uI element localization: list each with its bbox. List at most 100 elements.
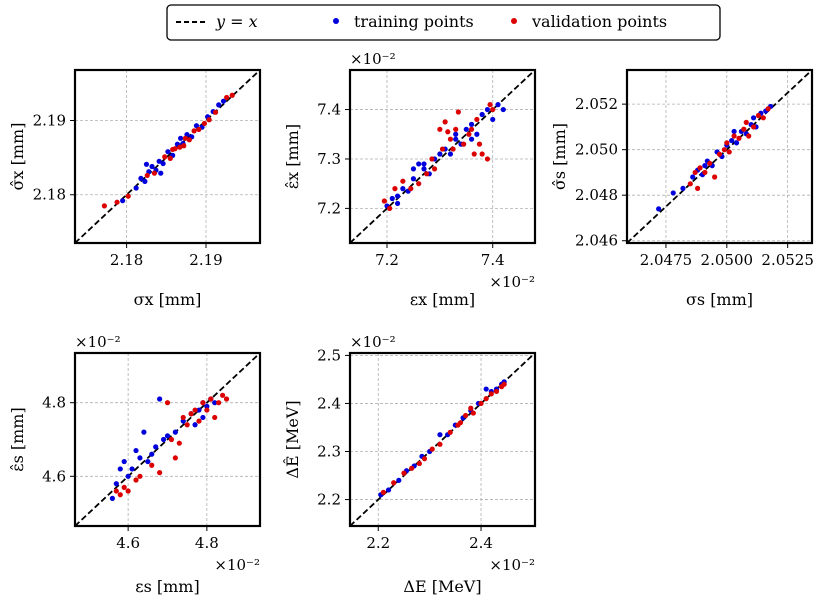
- validation-point: [191, 128, 197, 134]
- validation-point: [450, 146, 456, 152]
- training-point: [483, 386, 489, 392]
- validation-point: [455, 109, 461, 115]
- validation-point: [431, 166, 438, 172]
- validation-point: [429, 446, 435, 452]
- axes-frame: [73, 68, 262, 245]
- validation-point: [114, 199, 120, 205]
- validation-point: [484, 156, 491, 162]
- training-point: [149, 163, 155, 170]
- diagonal-line: [75, 70, 260, 243]
- training-point: [750, 115, 757, 121]
- validation-point: [176, 440, 182, 446]
- validation-point: [501, 381, 507, 387]
- axes-frame: [73, 351, 262, 528]
- plot-area: [75, 353, 260, 526]
- x-axis-label: σx [mm]: [134, 290, 202, 309]
- validation-point: [223, 396, 230, 402]
- validation-point: [741, 126, 747, 132]
- y-tick-label: 2.048: [575, 186, 618, 204]
- training-point: [160, 160, 166, 167]
- validation-point: [437, 126, 443, 132]
- validation-point: [200, 400, 206, 406]
- validation-point: [457, 420, 464, 426]
- y-tick-label: 7.4: [317, 101, 341, 119]
- validation-point: [453, 126, 459, 132]
- legend-label: training points: [354, 12, 474, 31]
- y-axis-label: ΔÊ [MeV]: [282, 400, 302, 478]
- training-point: [178, 135, 184, 141]
- training-point: [192, 422, 198, 428]
- validation-point: [416, 460, 422, 467]
- x-multiplier: ×10⁻²: [214, 556, 260, 574]
- training-point: [394, 193, 401, 199]
- validation-point: [162, 154, 168, 160]
- x-multiplier: ×10⁻²: [489, 273, 535, 291]
- training-point: [729, 137, 735, 144]
- validation-point: [149, 462, 155, 468]
- training-point: [468, 136, 475, 142]
- legend-label: validation points: [531, 12, 667, 31]
- x-tick-label: 4.8: [195, 534, 219, 552]
- validation-point: [220, 392, 226, 398]
- validation-point: [208, 396, 214, 402]
- validation-point: [188, 411, 194, 417]
- validation-point: [702, 169, 708, 176]
- validation-point: [408, 186, 414, 192]
- validation-point: [172, 455, 178, 461]
- validation-point: [424, 171, 430, 177]
- training-point: [109, 495, 115, 501]
- y-tick-label: 4.6: [42, 467, 66, 485]
- validation-point: [125, 488, 131, 494]
- validation-point: [468, 405, 474, 411]
- validation-point: [476, 141, 483, 147]
- validation-point: [437, 441, 443, 447]
- training-point: [656, 206, 662, 212]
- validation-point: [137, 473, 143, 479]
- training-point: [129, 466, 135, 472]
- training-point: [490, 116, 496, 123]
- training-point: [216, 102, 222, 108]
- x-tick-label: 2.18: [110, 251, 143, 269]
- training-point: [437, 151, 443, 157]
- validation-point: [692, 169, 698, 176]
- training-point: [690, 174, 696, 180]
- training-point: [731, 128, 737, 135]
- validation-point: [380, 489, 387, 495]
- y-tick-label: 2.5: [317, 346, 341, 364]
- validation-point: [447, 429, 453, 435]
- validation-point: [216, 400, 222, 406]
- validation-point: [181, 143, 187, 149]
- legend-dot-marker: [511, 18, 517, 24]
- validation-point: [387, 205, 393, 211]
- y-axis-label: σ̂x [mm]: [8, 123, 27, 191]
- y-multiplier: ×10⁻²: [75, 333, 121, 351]
- validation-point: [463, 412, 469, 419]
- training-point: [125, 473, 131, 479]
- validation-point: [192, 407, 198, 413]
- x-tick-label: 2.0525: [761, 251, 814, 269]
- validation-point: [381, 198, 387, 204]
- training-point: [500, 106, 506, 113]
- training-point: [410, 176, 417, 182]
- y-tick-label: 2.046: [575, 232, 618, 250]
- training-point: [145, 458, 151, 465]
- training-point: [212, 400, 218, 406]
- legend-dot-marker: [333, 18, 339, 24]
- x-tick-label: 7.2: [375, 251, 399, 269]
- validation-point: [760, 115, 766, 121]
- y-tick-label: 2.050: [575, 141, 618, 159]
- validation-point: [474, 116, 480, 123]
- legend-frame: [166, 4, 721, 41]
- y-tick-label: 2.18: [33, 186, 66, 204]
- validation-point: [391, 480, 397, 486]
- y-axis-label: σ̂s [mm]: [550, 123, 569, 190]
- validation-point: [170, 146, 176, 153]
- validation-point: [461, 141, 467, 147]
- validation-point: [409, 465, 415, 471]
- validation-point: [121, 484, 127, 490]
- validation-point: [490, 106, 496, 113]
- validation-point: [392, 186, 398, 192]
- training-point: [133, 447, 139, 454]
- y-tick-label: 4.8: [42, 394, 66, 412]
- training-point: [453, 136, 459, 142]
